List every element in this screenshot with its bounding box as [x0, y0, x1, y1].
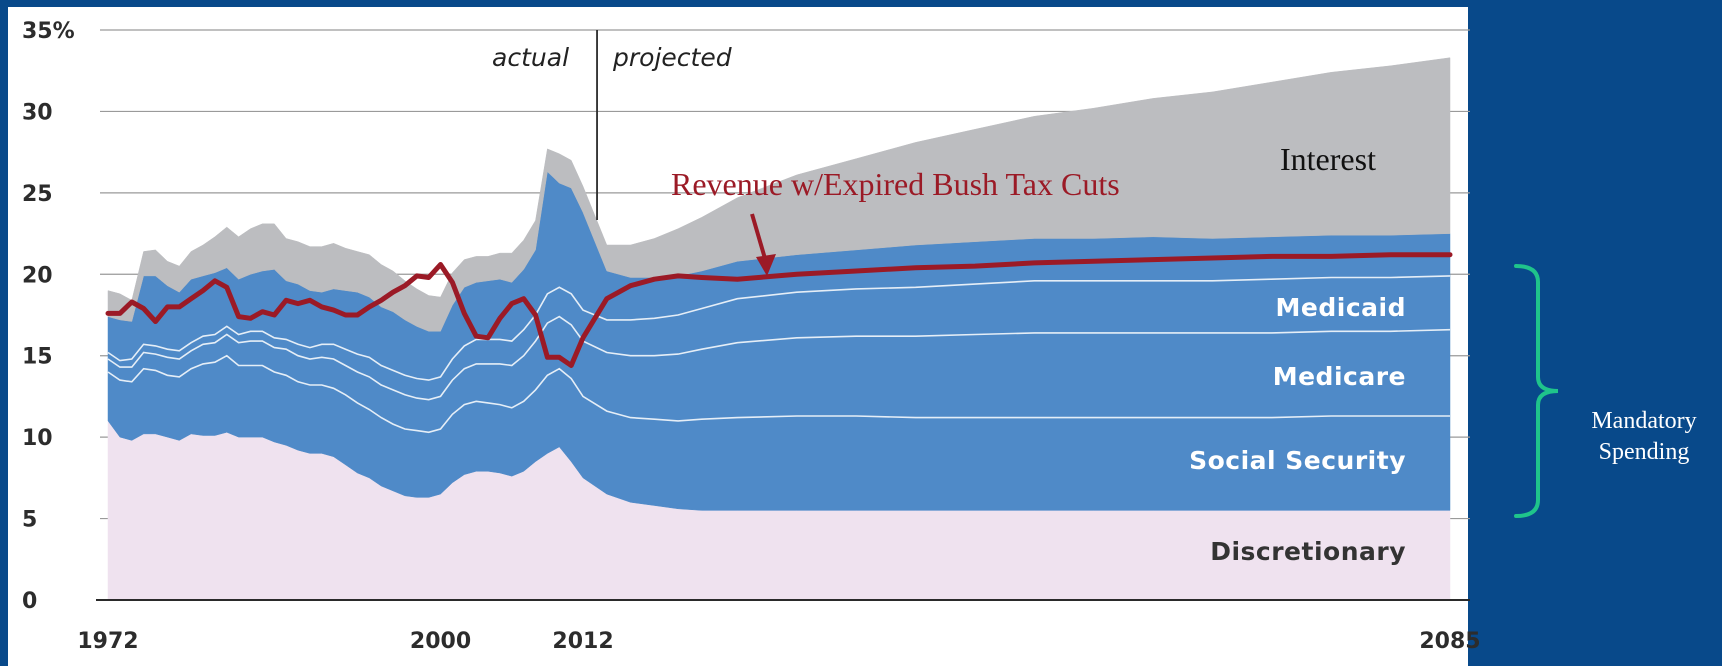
medicaid-label: Medicaid [1276, 293, 1406, 322]
x-tick-label: 2012 [552, 629, 613, 654]
y-tick-label: 10 [22, 426, 53, 451]
y-tick-label: 0 [22, 589, 37, 614]
medicare-label: Medicare [1273, 362, 1406, 391]
social-security-label: Social Security [1189, 446, 1406, 475]
x-tick-label: 2000 [410, 629, 471, 654]
x-tick-label: 1972 [77, 629, 138, 654]
band-boundaries [107, 275, 1451, 434]
y-tick-label: 15 [22, 345, 53, 370]
labels: actual projected Revenue w/Expired Bush Ta… [492, 43, 1406, 566]
band-boundary-line [107, 354, 1450, 434]
band-boundary-line [107, 275, 1451, 381]
revenue-line-group [105, 252, 1453, 368]
mandatory-brace [1514, 264, 1559, 518]
band-boundary-line [107, 315, 1451, 401]
revenue-annotation: Revenue w/Expired Bush Tax Cuts [671, 166, 1120, 202]
revenue-arrowhead [756, 254, 776, 276]
revenue-arrow [750, 213, 768, 263]
y-tick-label: 5 [22, 508, 37, 533]
mandatory-spending-word: Spending [1598, 439, 1690, 465]
interest-label: Interest [1280, 141, 1376, 177]
y-tick-label: 30 [22, 100, 53, 125]
x-tick-label: 2085 [1419, 629, 1480, 654]
y-tick-label: 25 [22, 182, 53, 207]
y-tick-label: 35% [22, 19, 75, 44]
actual-label: actual [492, 43, 569, 72]
mandatory-spending-label: Mandatory Spending [1566, 406, 1722, 468]
projected-label: projected [612, 43, 732, 72]
axes: 0 5 10 15 20 25 30 35% 1972 2000 2012 2085 [22, 19, 1481, 654]
area-interest [107, 57, 1451, 332]
stacked-areas [107, 57, 1451, 601]
y-tick-label: 20 [22, 263, 53, 288]
discretionary-label: Discretionary [1210, 537, 1406, 566]
mandatory-spending-word: Mandatory [1591, 408, 1697, 434]
revenue-line [105, 252, 1453, 368]
mandatory-brace-path [1514, 264, 1559, 518]
